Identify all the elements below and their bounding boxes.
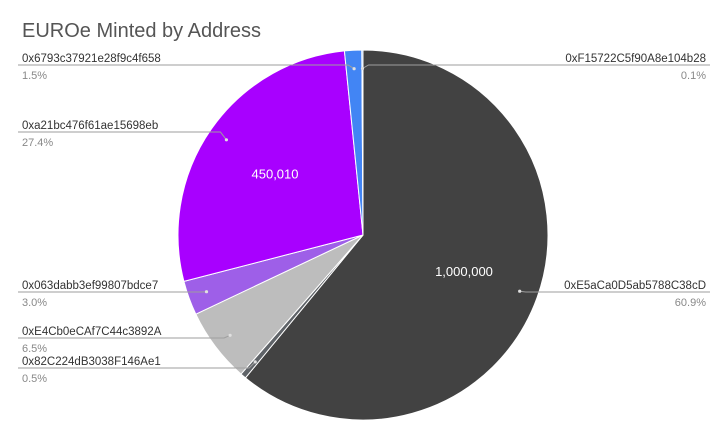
leader-lines bbox=[18, 64, 710, 369]
slice-2-leader-line bbox=[18, 361, 256, 369]
slice-4-percent-label: 3.0% bbox=[22, 297, 47, 309]
pie-slices bbox=[177, 49, 549, 421]
slice-5-leader-line bbox=[18, 131, 227, 141]
slice-7-percent-label: 0.1% bbox=[681, 70, 706, 82]
slice-labels: 1,000,000 0xE5aCa0D5ab5788C38cD 60.9% 0x82C… bbox=[22, 53, 706, 385]
slice-3-percent-label: 6.5% bbox=[22, 343, 47, 355]
slice-5-percent-label: 27.4% bbox=[22, 137, 53, 149]
slice-5-value-label: 450,010 bbox=[252, 167, 299, 182]
slice-1-leader-dot bbox=[518, 289, 522, 293]
slice-7-leader-dot bbox=[360, 66, 365, 71]
slice-1 bbox=[244, 49, 549, 421]
slice-6-leader-dot bbox=[352, 67, 356, 71]
slice-4-address-label: 0x063dabb3ef99807bdce7 bbox=[22, 280, 158, 292]
slice-4-leader-dot bbox=[204, 290, 209, 294]
slice-7-leader-line bbox=[362, 64, 710, 69]
slice-2-address-label: 0x82C224dB3038F146Ae1 bbox=[22, 356, 161, 368]
slice-7-address-label: 0xF15722C5f90A8e104b28 bbox=[565, 53, 706, 65]
slice-6-address-label: 0x6793c37921e28f9c4f658 bbox=[22, 53, 161, 65]
slice-2-percent-label: 0.5% bbox=[22, 373, 47, 385]
slice-1-address-label: 0xE5aCa0D5ab5788C38cD bbox=[564, 280, 706, 292]
slice-1-leader-line bbox=[519, 290, 710, 293]
slice-5-address-label: 0xa21bc476f61ae15698eb bbox=[22, 120, 158, 132]
slice-6-leader-line bbox=[18, 64, 355, 70]
slice-1-value-label: 1,000,000 bbox=[435, 264, 493, 279]
slice-5-leader-dot bbox=[224, 138, 228, 142]
slice-6-percent-label: 1.5% bbox=[22, 70, 47, 82]
chart-title: EUROe Minted by Address bbox=[22, 20, 261, 42]
slice-3-address-label: 0xE4Cb0eCAf7C44c3892A bbox=[22, 326, 162, 338]
slice-7 bbox=[361, 49, 364, 236]
slice-2-leader-dot bbox=[253, 360, 257, 364]
slice-3-leader-line bbox=[18, 334, 231, 339]
slice-5 bbox=[177, 50, 364, 282]
slice-3-leader-dot bbox=[228, 333, 232, 337]
slice-1-percent-label: 60.9% bbox=[675, 297, 706, 309]
